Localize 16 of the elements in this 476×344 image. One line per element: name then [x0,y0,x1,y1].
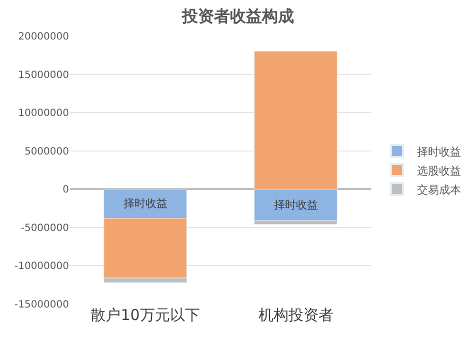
y-tick-label: 5000000 [24,146,69,158]
x-tick-label: 散户10万元以下 [90,306,200,324]
legend-label: 选股收益 [417,164,462,178]
y-tick-label: -15000000 [14,300,69,310]
y-tick-label: 20000000 [18,32,69,42]
y-tick-label: -10000000 [14,261,69,272]
y-tick-label: 10000000 [18,108,69,120]
legend-label: 择时收益 [417,145,462,158]
x-tick-label: 机构投资者 [258,306,334,324]
legend-label: 交易成本 [417,183,462,196]
y-tick-label: 15000000 [18,70,69,81]
data-label: 择时收益 [274,198,318,212]
chart-title: 投资者收益构成 [181,6,294,26]
y-tick-label: -5000000 [20,222,69,234]
y-tick-label: 0 [62,184,69,196]
data-label: 择时收益 [123,197,168,210]
